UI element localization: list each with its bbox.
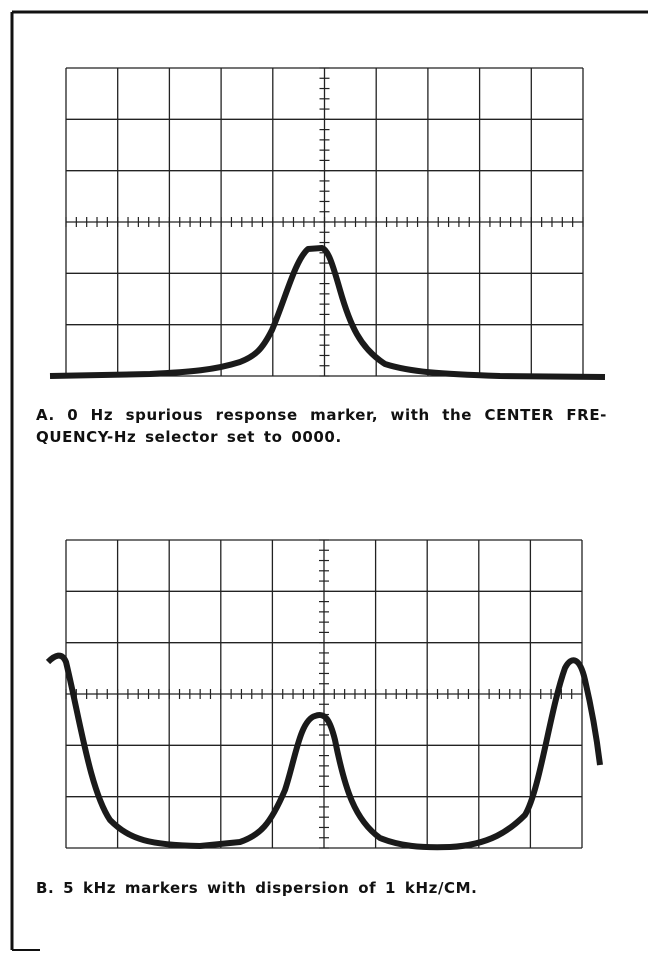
graticule-b bbox=[65, 539, 583, 849]
trace-a bbox=[49, 245, 606, 380]
graticule-a bbox=[65, 67, 584, 377]
caption-a: A. 0 Hz spurious response marker, with t… bbox=[36, 404, 607, 448]
trace-b bbox=[45, 652, 603, 851]
caption-line: A. 0 Hz spurious response marker, with t… bbox=[36, 406, 607, 424]
caption-b: B. 5 kHz markers with dispersion of 1 kH… bbox=[36, 877, 607, 899]
caption-line: B. 5 kHz markers with dispersion of 1 kH… bbox=[36, 879, 478, 897]
caption-line: QUENCY-Hz selector set to 0000. bbox=[36, 428, 342, 446]
